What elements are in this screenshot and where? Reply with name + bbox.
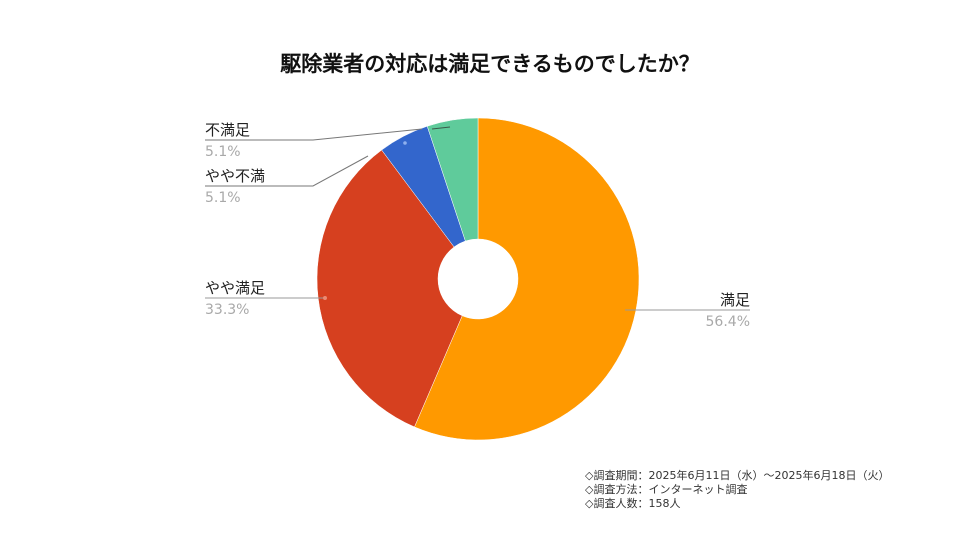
chart-title: 駆除業者の対応は満足できるものでしたか？ [280,52,700,76]
leader-dot-somewhat-dissatisfied [403,141,407,145]
survey-footnote: ◇調査期間：2025年6月11日（水）～2025年6月18日（火） ◇調査方法：… [585,469,889,511]
label-somewhat-dissatisfied: やや不満 [205,167,266,185]
label-dissatisfied: 不満足 [205,121,251,139]
leader-line-somewhat-dissatisfied [205,155,369,187]
slice-satisfied [414,117,640,441]
percent-dissatisfied: 5.1% [205,144,241,160]
leader-dot-somewhat-satisfied [323,296,327,300]
survey-period: ◇調査期間：2025年6月11日（水）～2025年6月18日（火） [585,469,890,482]
percent-somewhat-satisfied: 33.3% [205,302,250,318]
label-satisfied: 満足 [719,291,750,309]
survey-count: ◇調査人数：158人 [585,497,681,510]
donut-slices [316,117,640,441]
slice-somewhat-satisfied [316,149,463,428]
percent-somewhat-dissatisfied: 5.1% [205,190,241,206]
survey-method: ◇調査方法：インターネット調査 [585,483,748,496]
percent-satisfied: 56.4% [705,314,750,330]
leader-line-dissatisfied [205,128,423,141]
slice-dissatisfied [426,117,479,242]
label-somewhat-satisfied: やや満足 [205,279,266,297]
leader-line-dissatisfied-tail [431,126,451,130]
